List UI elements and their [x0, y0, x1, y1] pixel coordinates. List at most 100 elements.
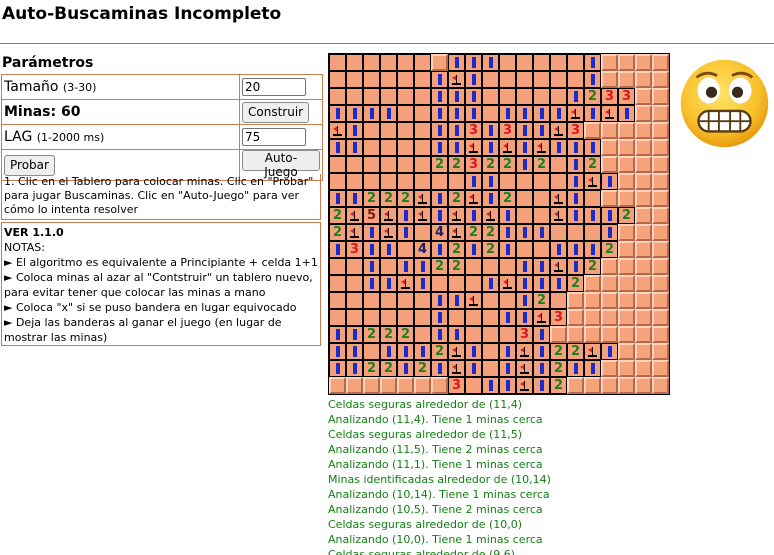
board-cell-hidden[interactable] — [618, 139, 635, 156]
board-cell-hidden[interactable] — [601, 258, 618, 275]
board-cell-hidden[interactable] — [635, 224, 652, 241]
board-cell-number[interactable] — [516, 224, 533, 241]
board-cell-number[interactable] — [431, 360, 448, 377]
flag-icon[interactable] — [414, 190, 431, 207]
board-cell-empty[interactable] — [397, 71, 414, 88]
board-cell-hidden[interactable] — [635, 241, 652, 258]
board-cell-hidden[interactable] — [601, 156, 618, 173]
board-cell-number[interactable] — [465, 88, 482, 105]
board-cell-number[interactable]: 2 — [414, 360, 431, 377]
board-cell-hidden[interactable] — [635, 71, 652, 88]
board-cell-number[interactable]: 2 — [380, 360, 397, 377]
board-cell-hidden[interactable] — [652, 309, 669, 326]
board-cell-empty[interactable] — [465, 275, 482, 292]
board-cell-number[interactable]: 2 — [380, 190, 397, 207]
flag-icon[interactable] — [499, 275, 516, 292]
flag-icon[interactable] — [465, 292, 482, 309]
board-cell-number[interactable] — [584, 207, 601, 224]
board-cell-empty[interactable] — [414, 122, 431, 139]
board-cell-number[interactable] — [533, 224, 550, 241]
board-cell-number[interactable] — [584, 139, 601, 156]
board-cell-empty[interactable] — [448, 275, 465, 292]
flag-icon[interactable] — [584, 173, 601, 190]
board-cell-empty[interactable] — [397, 292, 414, 309]
board-cell-empty[interactable] — [499, 54, 516, 71]
board-cell-empty[interactable] — [397, 139, 414, 156]
board-cell-number[interactable]: 2 — [567, 343, 584, 360]
board-cell-hidden[interactable] — [584, 326, 601, 343]
board-cell-empty[interactable] — [414, 292, 431, 309]
board-cell-empty[interactable] — [363, 139, 380, 156]
board-cell-number[interactable] — [533, 258, 550, 275]
flag-icon[interactable] — [516, 377, 533, 394]
board-cell-hidden[interactable] — [635, 343, 652, 360]
board-cell-empty[interactable] — [482, 105, 499, 122]
flag-icon[interactable] — [465, 139, 482, 156]
board-cell-number[interactable]: 3 — [346, 241, 363, 258]
board-cell-hidden[interactable] — [652, 71, 669, 88]
board-cell-hidden[interactable] — [652, 292, 669, 309]
board-cell-number[interactable] — [329, 190, 346, 207]
board-cell-empty[interactable] — [584, 224, 601, 241]
board-cell-empty[interactable] — [363, 54, 380, 71]
board-cell-number[interactable] — [482, 139, 499, 156]
board-cell-empty[interactable] — [533, 241, 550, 258]
flag-icon[interactable] — [448, 343, 465, 360]
board-cell-hidden[interactable] — [652, 360, 669, 377]
board-cell-empty[interactable] — [346, 88, 363, 105]
flag-icon[interactable] — [448, 360, 465, 377]
board-cell-empty[interactable] — [346, 71, 363, 88]
board-cell-empty[interactable] — [380, 122, 397, 139]
board-cell-hidden[interactable] — [652, 105, 669, 122]
board-cell-hidden[interactable] — [329, 377, 346, 394]
board-cell-number[interactable] — [499, 360, 516, 377]
board-cell-empty[interactable] — [533, 207, 550, 224]
board-cell-number[interactable] — [431, 88, 448, 105]
board-cell-number[interactable] — [516, 156, 533, 173]
board-cell-number[interactable] — [329, 326, 346, 343]
board-cell-empty[interactable] — [329, 309, 346, 326]
board-cell-number[interactable]: 3 — [601, 88, 618, 105]
board-cell-hidden[interactable] — [652, 156, 669, 173]
board-cell-number[interactable] — [533, 360, 550, 377]
board-cell-empty[interactable] — [550, 88, 567, 105]
board-cell-hidden[interactable] — [635, 309, 652, 326]
board-cell-number[interactable]: 3 — [516, 326, 533, 343]
flag-icon[interactable] — [465, 190, 482, 207]
board-cell-empty[interactable] — [482, 360, 499, 377]
board-cell-number[interactable] — [448, 122, 465, 139]
board-cell-empty[interactable] — [397, 122, 414, 139]
board-cell-number[interactable] — [465, 343, 482, 360]
board-cell-number[interactable] — [533, 377, 550, 394]
board-cell-empty[interactable] — [533, 71, 550, 88]
board-cell-hidden[interactable] — [635, 275, 652, 292]
board-cell-number[interactable]: 2 — [448, 241, 465, 258]
board-cell-hidden[interactable] — [567, 377, 584, 394]
board-cell-number[interactable] — [601, 207, 618, 224]
board-cell-number[interactable] — [516, 292, 533, 309]
board-cell-number[interactable]: 3 — [550, 309, 567, 326]
flag-icon[interactable] — [516, 360, 533, 377]
board-cell-number[interactable] — [567, 207, 584, 224]
board-cell-number[interactable] — [465, 241, 482, 258]
board-cell-empty[interactable] — [397, 241, 414, 258]
board-cell-number[interactable] — [499, 309, 516, 326]
board-cell-number[interactable]: 2 — [482, 241, 499, 258]
board-cell-hidden[interactable] — [618, 343, 635, 360]
board-cell-number[interactable] — [431, 292, 448, 309]
board-cell-number[interactable]: 2 — [499, 190, 516, 207]
board-cell-hidden[interactable] — [635, 139, 652, 156]
board-cell-empty[interactable] — [363, 156, 380, 173]
board-cell-empty[interactable] — [482, 71, 499, 88]
board-cell-empty[interactable] — [363, 122, 380, 139]
flag-icon[interactable] — [448, 71, 465, 88]
build-button[interactable]: Construir — [242, 101, 310, 123]
board-cell-number[interactable] — [533, 122, 550, 139]
board-cell-number[interactable] — [482, 190, 499, 207]
board-cell-empty[interactable] — [397, 173, 414, 190]
board-cell-hidden[interactable] — [431, 54, 448, 71]
board-cell-number[interactable] — [499, 377, 516, 394]
board-cell-hidden[interactable] — [601, 275, 618, 292]
board-cell-empty[interactable] — [346, 173, 363, 190]
board-cell-number[interactable]: 2 — [533, 156, 550, 173]
